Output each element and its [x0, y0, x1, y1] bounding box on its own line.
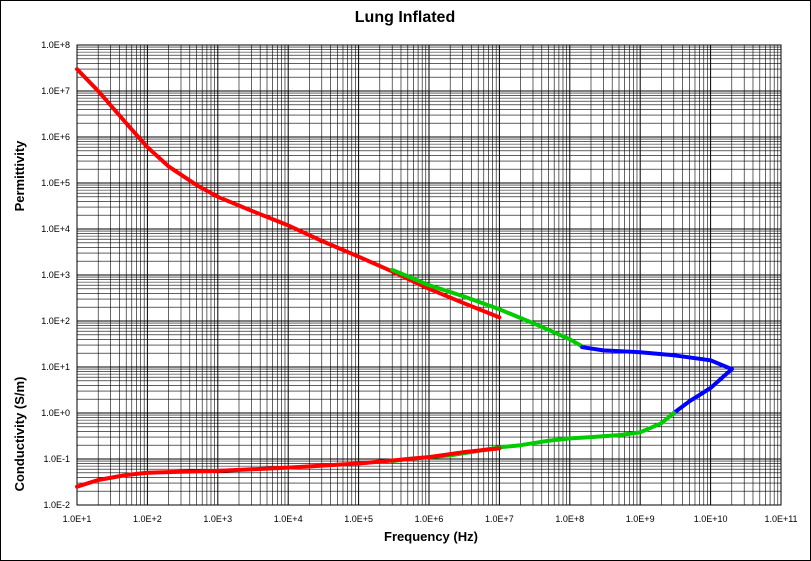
y-tick-label: 1.0E+4 — [41, 224, 70, 234]
y-axis-title-conductivity: Conductivity (S/m) — [12, 377, 27, 492]
blue-conductivity-series — [671, 367, 734, 415]
y-tick-label: 1.0E+8 — [41, 40, 70, 50]
plot-area-border — [76, 44, 782, 506]
y-tick-label: 1.0E+7 — [41, 86, 70, 96]
x-tick-label: 1.0E+9 — [626, 514, 655, 524]
y-tick-label: 1.0E+6 — [41, 132, 70, 142]
y-tick-label: 1.0E+0 — [41, 408, 70, 418]
x-tick-label: 1.0E+8 — [555, 514, 584, 524]
x-tick-label: 1.0E+10 — [694, 514, 728, 524]
red-conductivity-series — [75, 446, 502, 489]
grid — [76, 45, 781, 506]
green-permittivity-series — [390, 267, 585, 349]
y-tick-label: 1.0E+2 — [41, 316, 70, 326]
x-tick-label: 1.0E+5 — [344, 514, 373, 524]
x-tick-label: 1.0E+6 — [415, 514, 444, 524]
y-tick-label: 1.0E+1 — [41, 362, 70, 372]
blue-permittivity-series — [580, 345, 734, 372]
x-tick-label: 1.0E+2 — [133, 514, 162, 524]
red-permittivity-series — [75, 67, 502, 320]
y-tick-label: 1.0E-2 — [43, 500, 70, 510]
y-axis-title-permittivity: Permittivity — [12, 140, 27, 212]
y-tick-label: 1.0E+3 — [41, 270, 70, 280]
x-tick-label: 1.0E+1 — [63, 514, 92, 524]
x-tick-label: 1.0E+7 — [485, 514, 514, 524]
y-tick-labels: 1.0E+8 1.0E+7 1.0E+6 1.0E+5 1.0E+4 1.0E+3 1.0E… — [41, 40, 70, 510]
x-tick-label: 1.0E+3 — [203, 514, 232, 524]
x-tick-label: 1.0E+4 — [274, 514, 303, 524]
x-tick-labels: 1.0E+1 1.0E+2 1.0E+3 1.0E+4 1.0E+5 1.0E+6 1.0E… — [63, 514, 798, 524]
x-tick-label: 1.0E+11 — [764, 514, 797, 524]
chart-title: Lung Inflated — [355, 9, 455, 26]
x-axis-title: Frequency (Hz) — [384, 529, 478, 544]
series-layer — [75, 67, 734, 489]
y-tick-label: 1.0E-1 — [43, 454, 70, 464]
y-tick-label: 1.0E+5 — [41, 178, 70, 188]
